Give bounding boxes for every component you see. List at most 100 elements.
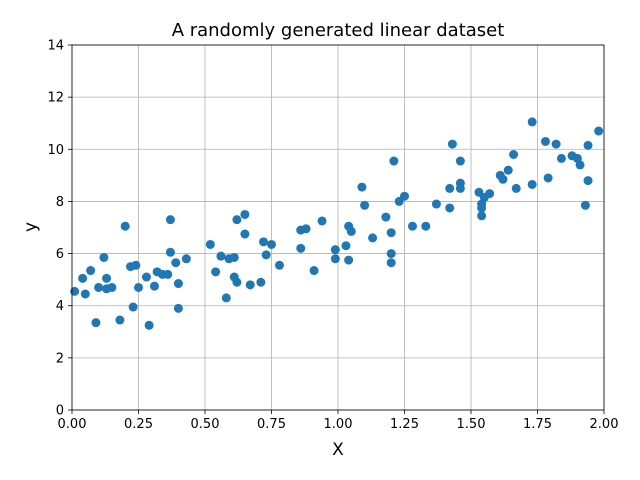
chart-title: A randomly generated linear dataset: [172, 20, 505, 41]
data-point: [173, 303, 183, 313]
data-point: [78, 273, 88, 283]
y-tick-label: 2: [56, 351, 64, 366]
x-tick-label: 0.75: [257, 417, 286, 432]
data-point: [575, 160, 585, 170]
y-axis-ticks: 0 2 4 6 8 10 12 14: [47, 39, 72, 419]
data-point: [240, 229, 250, 239]
data-point: [245, 280, 255, 290]
data-point: [400, 191, 409, 201]
data-point: [509, 150, 519, 159]
data-point: [165, 215, 175, 225]
data-points: [70, 117, 604, 330]
y-tick-label: 6: [56, 247, 64, 262]
data-point: [141, 272, 151, 282]
data-point: [594, 126, 604, 136]
data-point: [386, 228, 396, 238]
data-point: [381, 212, 391, 222]
data-point: [205, 239, 215, 249]
data-point: [259, 237, 269, 247]
data-point: [455, 156, 465, 166]
data-point: [556, 153, 566, 163]
data-point: [229, 252, 239, 262]
data-point: [120, 221, 130, 231]
data-point: [511, 183, 521, 193]
y-tick-label: 14: [47, 39, 64, 54]
x-tick-label: 0.25: [124, 417, 153, 432]
data-point: [94, 282, 104, 292]
data-point: [102, 273, 112, 283]
data-point: [386, 249, 396, 259]
x-tick-label: 1.00: [324, 417, 353, 432]
data-point: [330, 254, 340, 264]
data-point: [317, 216, 327, 226]
data-point: [165, 247, 175, 257]
data-point: [543, 173, 553, 183]
x-tick-label: 1.25: [390, 417, 419, 432]
x-axis-label: X: [332, 440, 344, 460]
data-point: [91, 318, 101, 328]
data-point: [221, 293, 231, 303]
data-point: [216, 251, 226, 261]
data-point: [144, 320, 154, 330]
data-point: [171, 258, 181, 268]
data-point: [447, 139, 457, 149]
x-tick-label: 0.50: [191, 417, 220, 432]
data-point: [261, 250, 271, 260]
y-tick-label: 10: [47, 143, 64, 158]
data-point: [421, 221, 431, 231]
x-tick-label: 0.00: [58, 417, 87, 432]
y-tick-label: 8: [56, 195, 64, 210]
data-point: [232, 215, 242, 225]
data-point: [211, 267, 221, 277]
data-point: [527, 117, 537, 127]
data-point: [360, 200, 370, 210]
y-tick-label: 0: [56, 404, 64, 419]
data-point: [80, 289, 90, 299]
data-point: [173, 279, 183, 289]
data-point: [386, 258, 396, 268]
data-point: [128, 302, 138, 312]
data-point: [134, 282, 143, 292]
data-point: [267, 239, 276, 249]
y-tick-label: 4: [56, 299, 64, 314]
data-point: [341, 241, 351, 251]
data-point: [131, 260, 141, 270]
x-tick-label: 1.75: [523, 417, 552, 432]
data-point: [274, 260, 284, 270]
data-point: [240, 209, 250, 219]
x-tick-label: 2.00: [590, 417, 619, 432]
data-point: [181, 254, 191, 264]
y-axis-label: y: [21, 222, 41, 232]
data-point: [455, 183, 465, 193]
data-point: [344, 255, 354, 265]
data-point: [431, 199, 441, 209]
data-point: [445, 183, 455, 193]
x-axis-ticks: 0.00 0.25 0.50 0.75 1.00 1.25 1.50 1.75 2.00: [58, 410, 619, 432]
data-point: [149, 281, 159, 291]
data-point: [256, 277, 266, 287]
data-point: [540, 136, 550, 146]
data-point: [86, 266, 96, 276]
data-point: [503, 165, 513, 175]
data-point: [107, 282, 117, 292]
data-point: [477, 211, 487, 221]
data-point: [163, 269, 173, 279]
data-point: [70, 286, 80, 296]
x-tick-label: 1.50: [457, 417, 486, 432]
data-point: [330, 245, 340, 255]
data-point: [357, 182, 367, 192]
data-point: [498, 174, 508, 184]
data-point: [296, 243, 306, 253]
y-tick-label: 12: [47, 91, 64, 106]
data-point: [527, 179, 537, 189]
data-point: [368, 233, 378, 243]
data-point: [445, 203, 455, 213]
data-point: [115, 315, 125, 325]
data-point: [580, 200, 590, 210]
data-point: [309, 266, 319, 276]
data-point: [551, 139, 561, 149]
data-point: [346, 226, 356, 236]
data-point: [583, 140, 593, 150]
data-point: [407, 221, 417, 231]
